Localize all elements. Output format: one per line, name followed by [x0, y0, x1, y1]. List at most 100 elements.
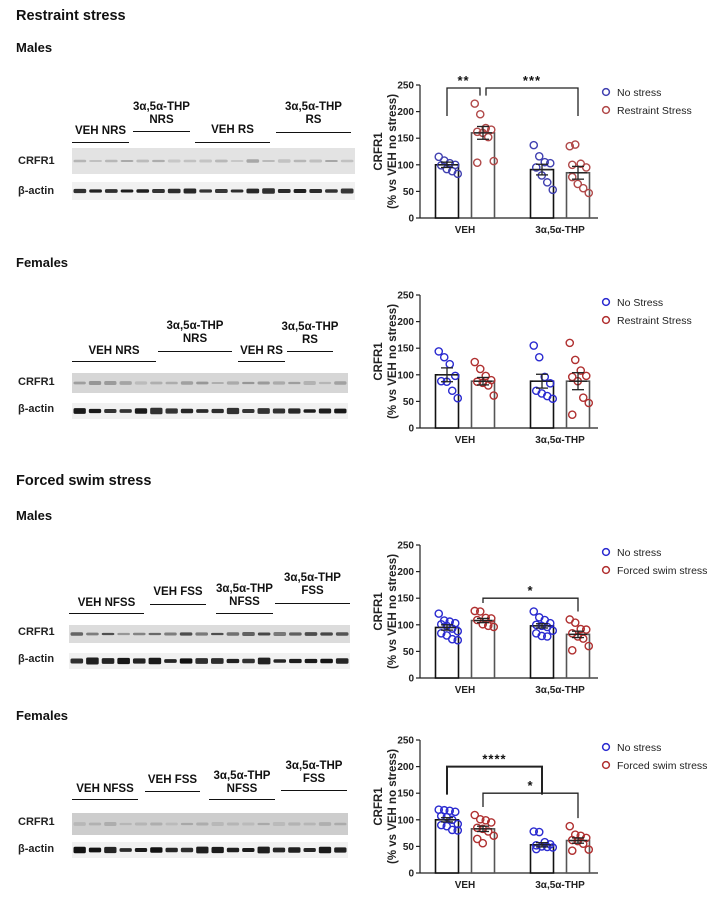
data-point — [573, 179, 583, 189]
data-point — [542, 178, 552, 187]
section-title: Forced swim stress — [16, 473, 152, 489]
y-tick-label: 50 — [403, 187, 415, 198]
blot-row-label: β-actin — [18, 843, 55, 855]
data-point — [472, 127, 482, 137]
blot-group-label: 3α,5α-THP NRS — [133, 101, 190, 126]
svg-text:*: * — [527, 778, 533, 793]
legend-label: No stress — [617, 87, 661, 99]
y-tick-label: 0 — [408, 214, 414, 225]
blot-group-line — [238, 361, 285, 363]
blot-group-line — [158, 351, 232, 353]
legend-label: Restraint Stress — [617, 105, 692, 117]
data-point — [439, 352, 449, 362]
y-tick-label: 50 — [403, 647, 415, 658]
blot-group-label: 3α,5α-THP NFSS — [213, 770, 271, 795]
data-point — [489, 156, 499, 166]
data-point — [472, 158, 482, 167]
section-title: Restraint stress — [16, 8, 126, 24]
svg-text:(% vs VEH no stress): (% vs VEH no stress) — [387, 554, 399, 669]
significance-bracket: ** — [446, 73, 481, 116]
y-tick-label: 150 — [397, 134, 414, 145]
data-point — [453, 819, 463, 829]
legend-marker-icon — [601, 315, 611, 325]
significance-bracket: *** — [485, 73, 579, 116]
blot-group-line — [209, 799, 275, 801]
data-point — [434, 609, 444, 618]
crfr1-blot-strip — [72, 373, 348, 393]
y-tick-label: 250 — [397, 81, 414, 92]
blot-row-label: CRFR1 — [18, 376, 55, 388]
data-point — [581, 163, 591, 172]
y-tick-label: 100 — [397, 620, 414, 631]
blot-group-line — [72, 799, 138, 801]
blot-row-label: β-actin — [18, 185, 55, 197]
data-point — [567, 160, 577, 170]
data-point — [534, 151, 544, 161]
data-point — [578, 393, 588, 402]
data-point — [483, 132, 493, 142]
data-point — [584, 188, 594, 198]
legend-marker-icon — [601, 742, 611, 752]
data-point — [470, 99, 480, 108]
data-point — [567, 846, 577, 855]
data-point — [470, 810, 480, 820]
blot-group-label: 3α,5α-THP RS — [285, 101, 342, 126]
x-tick-label: 3α,5α-THP — [535, 435, 585, 446]
blot-group-label: 3α,5α-THP FSS — [284, 572, 341, 597]
data-point — [529, 140, 539, 150]
beta-actin-blot-strip — [72, 403, 348, 419]
beta-actin-blot-strip — [72, 842, 348, 858]
blot-row-label: CRFR1 — [18, 155, 55, 167]
legend-marker-icon — [601, 87, 611, 97]
y-tick-label: 0 — [408, 424, 414, 435]
svg-text:*: * — [527, 583, 533, 598]
data-point — [570, 618, 580, 627]
data-point — [548, 394, 558, 404]
crfr1-blot-strip — [72, 148, 355, 174]
beta-actin-blot-strip — [72, 182, 355, 200]
svg-text:****: **** — [482, 752, 506, 767]
data-point — [453, 626, 463, 636]
bar-chart: CRFR1 (% vs VEH no stress) 0 50 100 150 200 250… — [360, 730, 728, 900]
svg-text:***: *** — [523, 75, 541, 88]
y-tick-label: 100 — [397, 160, 414, 171]
legend-marker-icon — [601, 760, 611, 770]
data-point — [450, 371, 460, 381]
legend-label: Forced swim stress — [617, 565, 707, 577]
bar-chart: CRFR1 (% vs VEH no stress) 0 50 100 150 200 250… — [360, 535, 728, 705]
data-point — [453, 169, 463, 179]
y-tick-label: 100 — [397, 815, 414, 826]
data-point — [584, 845, 594, 854]
data-point — [548, 626, 558, 635]
data-point — [581, 371, 591, 381]
blot-group-line — [69, 613, 144, 615]
blot-group-label: 3α,5α-THP FSS — [285, 760, 343, 785]
blot-group-label: 3α,5α-THP NRS — [166, 320, 224, 345]
legend-label: Forced swim stress — [617, 760, 707, 772]
data-point — [576, 366, 586, 375]
data-point — [540, 157, 550, 167]
crfr1-blot-strip — [69, 625, 350, 643]
bar-chart: CRFR1 (% vs VEH no stress) 0 50 100 150 200 250… — [360, 285, 728, 455]
x-tick-label: 3α,5α-THP — [535, 685, 585, 696]
x-tick-label: 3α,5α-THP — [535, 225, 585, 236]
y-axis-label: CRFR1 (% vs VEH no stress) — [373, 749, 399, 864]
blot-group-line — [276, 132, 351, 134]
blot-group-label: VEH RS — [240, 345, 283, 357]
svg-text:CRFR1: CRFR1 — [373, 592, 385, 631]
data-point — [447, 634, 457, 644]
y-axis-label: CRFR1 (% vs VEH no stress) — [373, 304, 399, 419]
data-point — [475, 814, 485, 824]
data-point — [529, 827, 539, 836]
data-point — [565, 338, 575, 348]
data-point — [453, 635, 463, 645]
data-point — [489, 391, 499, 400]
y-tick-label: 50 — [403, 842, 415, 853]
data-point — [481, 816, 491, 825]
svg-text:(% vs VEH no stress): (% vs VEH no stress) — [387, 94, 399, 209]
data-point — [447, 386, 457, 396]
data-point — [548, 185, 558, 195]
blot-group-label: VEH NFSS — [77, 597, 136, 609]
blot-group-label: VEH FSS — [153, 586, 203, 598]
blot-group-line — [275, 603, 350, 605]
